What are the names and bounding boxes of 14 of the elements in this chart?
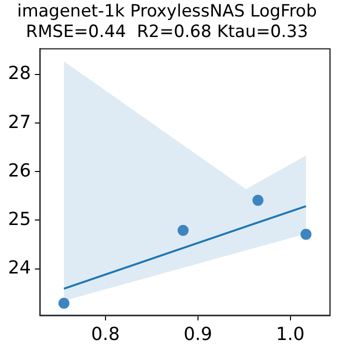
x-tick-label: 1.0: [276, 324, 305, 345]
x-tick-label: 0.8: [91, 324, 120, 345]
point: [300, 228, 312, 240]
y-tick-label: 24: [8, 257, 31, 278]
y-tick-label: 27: [8, 112, 31, 133]
x-tick-label: 0.9: [184, 324, 212, 345]
y-tick-label: 26: [8, 160, 31, 182]
point: [252, 194, 264, 206]
chart-title: imagenet-1k ProxylessNAS LogFrob: [17, 2, 317, 22]
y-tick-label: 25: [8, 208, 31, 230]
point: [178, 224, 189, 236]
chart-subtitle: RMSE=0.44 R2=0.68 Ktau=0.33: [26, 22, 308, 42]
point: [58, 298, 70, 309]
y-tick-label: 28: [8, 63, 31, 84]
